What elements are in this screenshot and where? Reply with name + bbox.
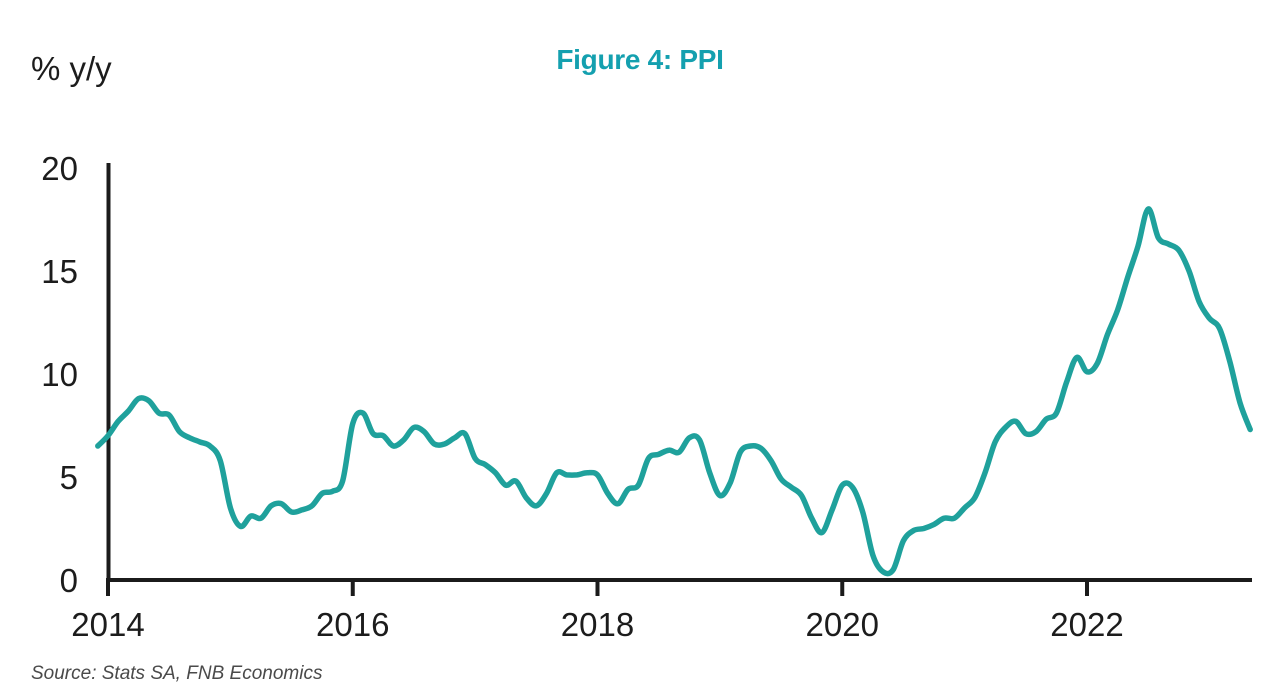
y-tick-label-5: 5 <box>60 459 78 496</box>
ppi-series-line <box>95 206 1253 577</box>
chart-title: Figure 4: PPI <box>556 44 724 75</box>
y-axis-unit-label: % y/y <box>31 50 112 87</box>
x-tick-label-2018: 2018 <box>561 606 634 643</box>
x-tick-label-2020: 2020 <box>806 606 879 643</box>
y-tick-label-15: 15 <box>41 253 78 290</box>
x-axis-tick-labels: 2014 2016 2018 2020 2022 <box>71 606 1123 643</box>
x-axis-ticks <box>106 580 1090 596</box>
y-tick-label-0: 0 <box>60 562 78 599</box>
y-tick-label-20: 20 <box>41 150 78 187</box>
x-tick-label-2016: 2016 <box>316 606 389 643</box>
x-tick-label-2014: 2014 <box>71 606 144 643</box>
source-note: Source: Stats SA, FNB Economics <box>31 663 323 684</box>
x-tick-label-2022: 2022 <box>1050 606 1123 643</box>
y-axis-tick-labels: 0 5 10 15 20 <box>41 150 78 599</box>
y-tick-label-10: 10 <box>41 356 78 393</box>
